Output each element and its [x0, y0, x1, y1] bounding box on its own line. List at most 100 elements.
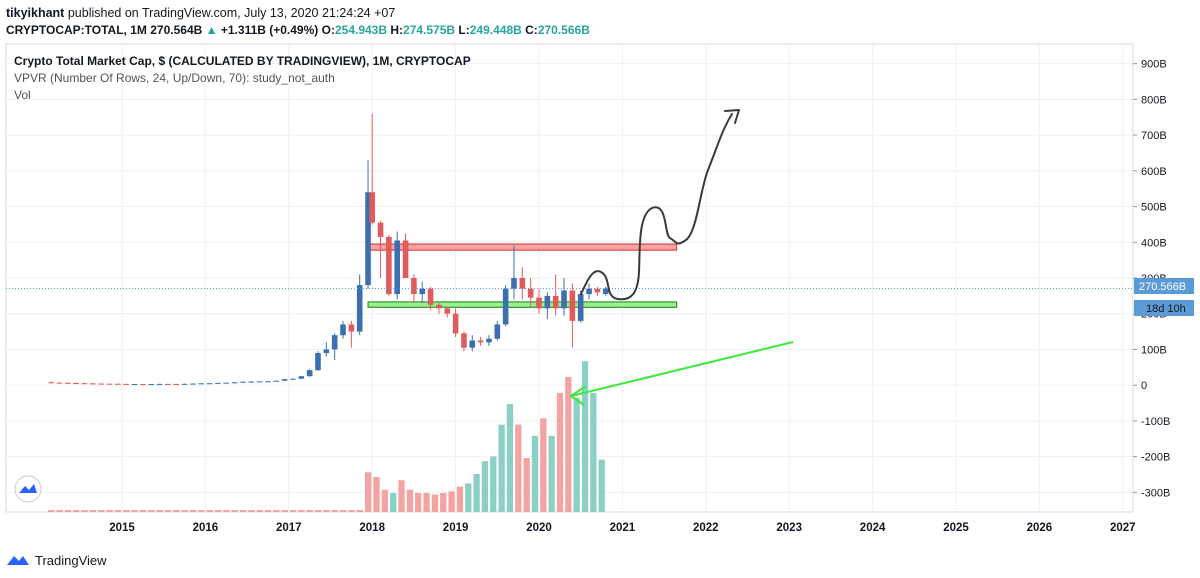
- candle-body: [64, 382, 71, 384]
- support-zone: [367, 301, 678, 308]
- candle-body: [569, 290, 576, 321]
- candle-body: [552, 295, 559, 309]
- volume-bars: [48, 361, 605, 512]
- tv-logo-button[interactable]: [14, 475, 42, 503]
- volume-bar: [548, 435, 555, 512]
- x-axis[interactable]: 2015 2016 2017 2018 2019 2020 2021 2022 2023 2024…: [109, 522, 1135, 534]
- candle-body: [411, 278, 417, 295]
- up-arrow-icon: ▲: [205, 23, 218, 37]
- candle-body: [165, 383, 171, 385]
- low-label: L:: [458, 23, 470, 37]
- candle-body: [394, 240, 401, 295]
- projection-curve[interactable]: [580, 113, 733, 301]
- y-tick-label: 100B: [1141, 344, 1167, 356]
- volume-bar: [590, 392, 597, 512]
- high-label: H:: [390, 23, 404, 37]
- x-tick-label: 2019: [443, 522, 469, 534]
- candle-body: [156, 383, 163, 385]
- volume-bar: [123, 510, 130, 512]
- volume-bar: [431, 494, 439, 512]
- footer: TradingView: [6, 550, 107, 570]
- candle-body: [369, 192, 375, 223]
- volume-bar: [306, 510, 313, 512]
- legend-vpvr[interactable]: VPVR (Number Of Rows, 24, Up/Down, 70): …: [14, 71, 335, 85]
- x-tick-label: 2026: [1027, 522, 1053, 534]
- volume-bar: [148, 510, 155, 512]
- x-tick-label: 2023: [776, 522, 802, 534]
- volume-bar: [398, 480, 405, 512]
- candle-body: [602, 288, 609, 295]
- candle-body: [215, 382, 221, 384]
- volume-bar: [298, 510, 305, 512]
- candle-body: [502, 288, 509, 325]
- y-tick-label: 800B: [1141, 94, 1167, 106]
- last-price: 270.564B: [150, 23, 203, 37]
- candle-body: [98, 383, 104, 385]
- volume-bar: [239, 510, 247, 512]
- candle-body: [73, 383, 79, 385]
- volume-bar: [206, 510, 213, 512]
- candle-body: [298, 376, 305, 379]
- candle-body: [48, 382, 54, 384]
- volume-bar: [531, 435, 539, 512]
- volume-bar: [331, 510, 338, 512]
- candle-body: [365, 192, 371, 286]
- candle-body: [90, 383, 96, 385]
- candle-body: [331, 335, 338, 350]
- volume-bar: [540, 418, 547, 512]
- candles: [48, 113, 609, 386]
- volume-bar: [256, 510, 263, 512]
- volume-bar: [440, 492, 447, 512]
- published-text: published on TradingView.com, July 13, 2…: [67, 6, 396, 20]
- legend-vol[interactable]: Vol: [14, 88, 31, 102]
- candle-body: [248, 381, 255, 383]
- candle-body: [348, 324, 355, 332]
- publisher-name[interactable]: tikyikhant: [6, 6, 65, 20]
- volume-bar: [198, 510, 205, 512]
- volume-bar: [565, 377, 572, 512]
- resistance-zone: [367, 243, 678, 251]
- y-tick-label: -200B: [1141, 452, 1170, 464]
- volume-bar: [515, 424, 522, 512]
- candle-body: [273, 380, 280, 382]
- candle-body: [81, 383, 88, 385]
- candle-body: [323, 349, 330, 354]
- volume-bar: [406, 489, 414, 512]
- volume-bar: [214, 510, 222, 512]
- candle-body: [223, 382, 230, 384]
- volume-bar: [73, 510, 80, 512]
- volume-bar: [181, 510, 188, 512]
- last-price-badge-text: 270.566B: [1139, 281, 1186, 293]
- x-tick-label: 2025: [943, 522, 969, 534]
- chart-header: tikyikhant published on TradingView.com,…: [6, 4, 1196, 38]
- candle-body: [148, 384, 154, 386]
- x-tick-label: 2024: [860, 522, 886, 534]
- volume-bar: [490, 456, 497, 512]
- volume-arrow-shaft[interactable]: [570, 341, 794, 397]
- volume-bar: [248, 510, 255, 512]
- candle-body: [231, 382, 238, 384]
- candle-body: [594, 288, 601, 293]
- symbol-label: CRYPTOCAP:TOTAL, 1M: [6, 23, 147, 37]
- candle-body: [356, 285, 363, 332]
- candle-body: [444, 308, 451, 314]
- candle-body: [519, 278, 526, 289]
- volume-bar: [581, 361, 589, 512]
- x-tick-label: 2016: [193, 522, 219, 534]
- candle-body: [469, 340, 476, 348]
- volume-bar: [415, 492, 422, 512]
- candle-body: [198, 383, 205, 385]
- footer-brand[interactable]: TradingView: [35, 552, 107, 568]
- volume-arrow-head: [570, 385, 587, 406]
- candle-body: [115, 383, 121, 385]
- volume-bar: [314, 510, 322, 512]
- x-tick-label: 2027: [1110, 522, 1136, 534]
- candle-body: [290, 378, 296, 380]
- volume-bar: [448, 491, 455, 512]
- candle-body: [140, 384, 146, 386]
- price-chart[interactable]: Crypto Total Market Cap, $ (CALCULATED B…: [0, 40, 1200, 548]
- legend-title[interactable]: Crypto Total Market Cap, $ (CALCULATED B…: [14, 54, 471, 68]
- volume-bar: [523, 458, 530, 512]
- volume-bar: [164, 510, 172, 512]
- volume-bar: [598, 459, 605, 512]
